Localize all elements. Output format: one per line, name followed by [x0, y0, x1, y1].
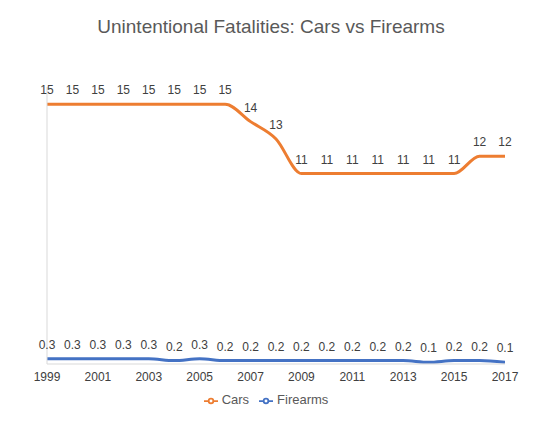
svg-text:11: 11 — [397, 153, 410, 167]
svg-text:0.2: 0.2 — [293, 340, 310, 354]
svg-text:2005: 2005 — [186, 370, 213, 384]
svg-text:12: 12 — [498, 135, 512, 149]
svg-text:0.1: 0.1 — [497, 341, 514, 355]
svg-text:11: 11 — [295, 153, 308, 167]
svg-text:2009: 2009 — [288, 370, 315, 384]
svg-text:11: 11 — [448, 153, 461, 167]
svg-text:0.3: 0.3 — [39, 338, 56, 352]
svg-text:0.3: 0.3 — [115, 338, 132, 352]
svg-text:0.2: 0.2 — [471, 340, 488, 354]
svg-text:1999: 1999 — [34, 370, 61, 384]
svg-text:0.2: 0.2 — [369, 340, 386, 354]
svg-text:0.3: 0.3 — [140, 338, 157, 352]
svg-text:0.2: 0.2 — [344, 340, 361, 354]
svg-text:0.2: 0.2 — [446, 340, 463, 354]
svg-text:0.1: 0.1 — [420, 341, 437, 355]
svg-text:15: 15 — [142, 83, 156, 97]
svg-text:0.3: 0.3 — [191, 338, 208, 352]
svg-text:15: 15 — [66, 83, 80, 97]
svg-text:0.2: 0.2 — [166, 340, 183, 354]
svg-text:2007: 2007 — [237, 370, 264, 384]
svg-text:11: 11 — [321, 153, 334, 167]
svg-text:15: 15 — [91, 83, 105, 97]
svg-text:11: 11 — [422, 153, 435, 167]
svg-text:0.2: 0.2 — [242, 340, 259, 354]
svg-text:0.3: 0.3 — [64, 338, 81, 352]
svg-text:2015: 2015 — [441, 370, 468, 384]
svg-text:15: 15 — [193, 83, 207, 97]
svg-text:2011: 2011 — [339, 370, 365, 384]
svg-text:15: 15 — [40, 83, 54, 97]
svg-text:12: 12 — [473, 135, 487, 149]
svg-text:2013: 2013 — [390, 370, 417, 384]
svg-text:0.2: 0.2 — [395, 340, 412, 354]
svg-text:0.2: 0.2 — [268, 340, 285, 354]
svg-text:14: 14 — [244, 101, 258, 115]
svg-text:0.2: 0.2 — [319, 340, 336, 354]
svg-text:11: 11 — [372, 153, 385, 167]
html-text:Firearms: Firearms — [277, 392, 329, 407]
svg-text:15: 15 — [218, 83, 232, 97]
html-text:Unintentional Fatalities: Cars: Unintentional Fatalities: Cars vs Firear… — [97, 16, 445, 37]
svg-text:2003: 2003 — [135, 370, 162, 384]
svg-text:0.2: 0.2 — [217, 340, 234, 354]
svg-text:2001: 2001 — [85, 370, 112, 384]
svg-text:0.3: 0.3 — [90, 338, 107, 352]
svg-text:13: 13 — [269, 118, 283, 132]
svg-text:11: 11 — [346, 153, 359, 167]
html-text:Cars: Cars — [221, 392, 250, 407]
svg-text:15: 15 — [117, 83, 131, 97]
svg-text:15: 15 — [168, 83, 182, 97]
svg-text:2017: 2017 — [492, 370, 519, 384]
